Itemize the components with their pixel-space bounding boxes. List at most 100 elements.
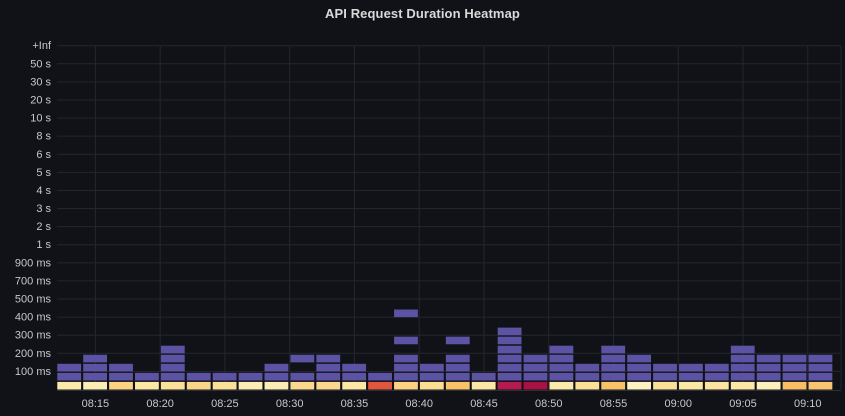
heatmap-cell[interactable] <box>83 363 108 372</box>
heatmap-cell[interactable] <box>160 363 185 372</box>
heatmap-cell[interactable] <box>627 354 652 363</box>
heatmap-cell[interactable] <box>627 372 652 381</box>
heatmap-cell[interactable] <box>83 381 108 390</box>
heatmap-cell[interactable] <box>212 381 237 390</box>
heatmap-cell[interactable] <box>627 381 652 390</box>
heatmap-cell[interactable] <box>342 363 367 372</box>
heatmap-cell[interactable] <box>445 381 470 390</box>
heatmap-cell[interactable] <box>549 381 574 390</box>
heatmap-cell[interactable] <box>497 336 522 345</box>
heatmap-cell[interactable] <box>679 372 703 381</box>
heatmap-cell[interactable] <box>704 372 729 381</box>
heatmap-cell[interactable] <box>135 372 159 381</box>
heatmap-cell[interactable] <box>497 327 522 336</box>
heatmap-cell[interactable] <box>601 363 626 372</box>
heatmap-cell[interactable] <box>704 381 729 390</box>
heatmap-cell[interactable] <box>497 354 522 363</box>
heatmap-cell[interactable] <box>782 372 807 381</box>
heatmap-cell[interactable] <box>264 381 289 390</box>
heatmap-cell[interactable] <box>290 354 315 363</box>
heatmap-cell[interactable] <box>316 372 341 381</box>
heatmap-cell[interactable] <box>109 381 133 390</box>
heatmap-cell[interactable] <box>445 354 470 363</box>
heatmap-cell[interactable] <box>57 363 82 372</box>
heatmap-cell[interactable] <box>730 345 755 354</box>
heatmap-cell[interactable] <box>83 354 108 363</box>
heatmap-cell[interactable] <box>808 372 833 381</box>
heatmap-cell[interactable] <box>575 372 600 381</box>
heatmap-cell[interactable] <box>471 381 496 390</box>
heatmap-cell[interactable] <box>756 372 781 381</box>
heatmap-cell[interactable] <box>730 372 755 381</box>
heatmap-cell[interactable] <box>653 363 677 372</box>
heatmap-cell[interactable] <box>549 372 574 381</box>
heatmap-cell[interactable] <box>704 363 729 372</box>
heatmap-cell[interactable] <box>316 381 341 390</box>
heatmap-cell[interactable] <box>445 372 470 381</box>
heatmap-cell[interactable] <box>186 372 211 381</box>
heatmap-cell[interactable] <box>316 354 341 363</box>
heatmap-cell[interactable] <box>342 381 367 390</box>
heatmap-cell[interactable] <box>160 354 185 363</box>
heatmap-cell[interactable] <box>419 381 444 390</box>
heatmap-cell[interactable] <box>394 372 418 381</box>
heatmap-cell[interactable] <box>653 372 677 381</box>
heatmap-cell[interactable] <box>523 363 548 372</box>
heatmap-cell[interactable] <box>368 372 392 381</box>
heatmap-cell[interactable] <box>419 372 444 381</box>
heatmap-cell[interactable] <box>316 363 341 372</box>
heatmap-cell[interactable] <box>368 381 392 390</box>
heatmap-cell[interactable] <box>160 372 185 381</box>
heatmap-cell[interactable] <box>445 363 470 372</box>
heatmap-cell[interactable] <box>238 372 263 381</box>
heatmap-cell[interactable] <box>730 363 755 372</box>
heatmap-cell[interactable] <box>653 381 677 390</box>
heatmap-cell[interactable] <box>394 336 418 345</box>
heatmap-cell[interactable] <box>756 354 781 363</box>
heatmap-cell[interactable] <box>471 372 496 381</box>
heatmap-cell[interactable] <box>730 354 755 363</box>
heatmap-cell[interactable] <box>394 354 418 363</box>
heatmap-cell[interactable] <box>342 372 367 381</box>
heatmap-cell[interactable] <box>497 372 522 381</box>
heatmap-cell[interactable] <box>730 381 755 390</box>
heatmap-cell[interactable] <box>109 372 133 381</box>
heatmap-cell[interactable] <box>679 381 703 390</box>
heatmap-cell[interactable] <box>601 345 626 354</box>
heatmap-cell[interactable] <box>808 354 833 363</box>
heatmap-cell[interactable] <box>109 363 133 372</box>
heatmap-cell[interactable] <box>782 363 807 372</box>
heatmap-cell[interactable] <box>290 381 315 390</box>
heatmap-cell[interactable] <box>575 363 600 372</box>
heatmap-cell[interactable] <box>394 381 418 390</box>
heatmap-cell[interactable] <box>394 363 418 372</box>
heatmap-cell[interactable] <box>679 363 703 372</box>
heatmap-cell[interactable] <box>135 381 159 390</box>
heatmap-cell[interactable] <box>160 345 185 354</box>
heatmap-cell[interactable] <box>523 354 548 363</box>
heatmap-cell[interactable] <box>756 381 781 390</box>
heatmap-cell[interactable] <box>808 363 833 372</box>
heatmap-cell[interactable] <box>808 381 833 390</box>
heatmap-cell[interactable] <box>549 363 574 372</box>
heatmap-cell[interactable] <box>497 363 522 372</box>
heatmap-cell[interactable] <box>264 372 289 381</box>
heatmap-cell[interactable] <box>549 345 574 354</box>
heatmap-cell[interactable] <box>756 363 781 372</box>
heatmap-cell[interactable] <box>549 354 574 363</box>
heatmap-cell[interactable] <box>497 345 522 354</box>
heatmap-cell[interactable] <box>419 363 444 372</box>
heatmap-cell[interactable] <box>57 381 82 390</box>
heatmap-cell[interactable] <box>160 381 185 390</box>
heatmap-cell[interactable] <box>186 381 211 390</box>
heatmap-cell[interactable] <box>57 372 82 381</box>
heatmap-cell[interactable] <box>445 336 470 345</box>
heatmap-cell[interactable] <box>523 381 548 390</box>
heatmap-cell[interactable] <box>394 309 418 318</box>
heatmap-cell[interactable] <box>238 381 263 390</box>
heatmap-cell[interactable] <box>264 363 289 372</box>
heatmap-cell[interactable] <box>290 372 315 381</box>
heatmap-cell[interactable] <box>601 381 626 390</box>
heatmap-cell[interactable] <box>782 381 807 390</box>
